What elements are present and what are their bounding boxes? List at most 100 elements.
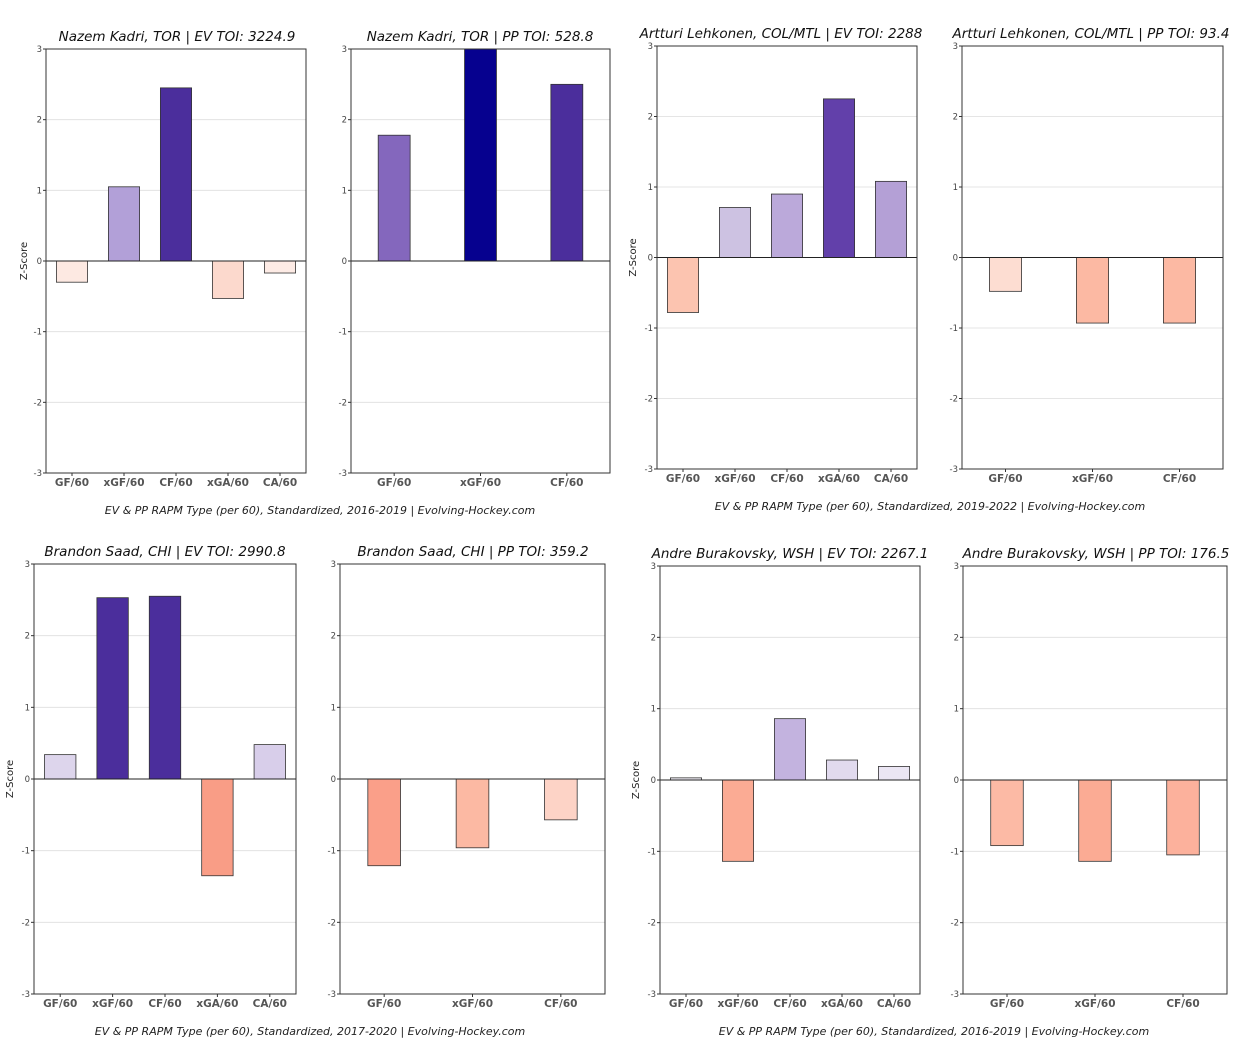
- y-tick-label: -3: [950, 465, 958, 475]
- bar: [722, 779, 755, 862]
- x-tick-label: xGA/60: [818, 473, 860, 485]
- chart-panel: 3 2 1 0 -1 -2 -3 GF/60 xGF/60 CF/60 Nazem Kadri, T…: [339, 29, 611, 489]
- y-axis-label: Z-Score: [19, 242, 30, 280]
- bar: [108, 186, 141, 262]
- y-tick-label: 0: [342, 257, 347, 267]
- x-tick-label: CF/60: [544, 998, 577, 1010]
- x-tick-label: GF/60: [666, 473, 700, 485]
- x-tick-label: GF/60: [669, 998, 703, 1010]
- chart-title: Brandon Saad, CHI | EV TOI: 2990.8: [44, 544, 285, 560]
- y-axis-label: Z-Score: [628, 238, 639, 276]
- y-tick-label: -3: [645, 465, 653, 475]
- y-tick-label: 0: [953, 254, 958, 264]
- chart-title: Nazem Kadri, TOR | EV TOI: 3224.9: [59, 29, 296, 45]
- bar: [719, 207, 752, 258]
- bar: [878, 766, 911, 781]
- y-tick-label: 3: [342, 45, 347, 55]
- bar: [455, 778, 490, 849]
- y-tick-label: -3: [339, 469, 347, 479]
- y-tick-label: 2: [954, 633, 959, 643]
- x-tick-label: CA/60: [263, 477, 297, 489]
- y-tick-label: -1: [34, 328, 42, 338]
- chart-panel: 3 2 1 0 -1 -2 -3 GF/60 xGF/60 CF/60 xGA/60 CA/60 Z-S…: [628, 26, 922, 485]
- bar: [771, 193, 804, 258]
- bar: [826, 759, 859, 781]
- chart-title: Andre Burakovsky, WSH | PP TOI: 176.5: [962, 546, 1230, 562]
- y-tick-label: -1: [645, 324, 653, 334]
- bar: [96, 597, 129, 780]
- x-tick-label: CF/60: [148, 998, 181, 1010]
- y-tick-label: 1: [37, 186, 42, 196]
- chart-title: Andre Burakovsky, WSH | EV TOI: 2267.1: [651, 546, 929, 562]
- chart-panel: 3 2 1 0 -1 -2 -3 GF/60 xGF/60 CF/60 Artturi Lehkon…: [950, 26, 1230, 485]
- x-tick-label: CF/60: [773, 998, 806, 1010]
- bar: [464, 48, 497, 262]
- bar: [1163, 257, 1196, 324]
- bar: [823, 98, 856, 258]
- y-tick-label: 2: [648, 113, 653, 123]
- y-tick-label: 1: [954, 705, 959, 715]
- y-axis-label: Z-Score: [5, 760, 16, 798]
- y-tick-label: 1: [648, 183, 653, 193]
- bar: [253, 744, 286, 780]
- y-tick-label: 2: [651, 633, 656, 643]
- y-tick-label: -2: [328, 918, 336, 928]
- y-tick-label: 3: [25, 560, 30, 570]
- chart-panel: 3 2 1 0 -1 -2 -3 GF/60 xGF/60 CF/60 xGA/60 CA/60 Z-S…: [631, 546, 928, 1010]
- bar: [990, 779, 1024, 847]
- x-tick-label: xGA/60: [821, 998, 863, 1010]
- y-tick-label: 2: [342, 116, 347, 126]
- x-tick-label: xGF/60: [460, 477, 501, 489]
- y-tick-label: -1: [22, 847, 30, 857]
- y-tick-label: 0: [37, 257, 42, 267]
- bar: [1078, 779, 1112, 862]
- chart-title: Artturi Lehkonen, COL/MTL | PP TOI: 93.4: [952, 26, 1230, 42]
- y-tick-label: -3: [648, 990, 656, 1000]
- x-tick-label: xGF/60: [1072, 473, 1113, 485]
- bar: [44, 754, 77, 780]
- y-axis-label: Z-Score: [631, 761, 642, 799]
- y-tick-label: 0: [651, 776, 656, 786]
- x-tick-label: xGF/60: [92, 998, 133, 1010]
- bar: [550, 83, 584, 262]
- y-tick-label: -1: [950, 324, 958, 334]
- x-tick-label: CF/60: [550, 477, 583, 489]
- bar: [263, 260, 296, 274]
- y-tick-label: -2: [648, 919, 656, 929]
- y-tick-label: -2: [951, 919, 959, 929]
- x-tick-label: xGF/60: [717, 998, 758, 1010]
- bar: [667, 257, 700, 313]
- y-tick-label: -1: [328, 847, 336, 857]
- x-tick-label: GF/60: [988, 473, 1022, 485]
- y-tick-label: -3: [328, 990, 336, 1000]
- x-tick-label: CA/60: [877, 998, 911, 1010]
- x-tick-label: xGA/60: [207, 477, 249, 489]
- x-tick-label: CA/60: [874, 473, 908, 485]
- bar: [875, 180, 908, 258]
- y-tick-label: -3: [34, 469, 42, 479]
- chart-captions: EV & PP RAPM Type (per 60), Standardized…: [95, 500, 1150, 1038]
- y-tick-label: 0: [331, 775, 336, 785]
- y-tick-label: -3: [951, 990, 959, 1000]
- x-tick-label: GF/60: [377, 477, 411, 489]
- y-tick-label: -2: [645, 395, 653, 405]
- bar: [1076, 257, 1109, 324]
- y-tick-label: 1: [651, 705, 656, 715]
- y-tick-label: 3: [651, 562, 656, 572]
- x-tick-label: CF/60: [770, 473, 803, 485]
- bar: [774, 718, 807, 781]
- y-tick-label: -1: [951, 847, 959, 857]
- y-tick-label: 1: [25, 703, 30, 713]
- footer-caption: EV & PP RAPM Type (per 60), Standardized…: [715, 500, 1146, 513]
- bar: [159, 87, 192, 262]
- x-tick-label: CA/60: [253, 998, 287, 1010]
- y-tick-label: -2: [22, 918, 30, 928]
- chart-panel: 3 2 1 0 -1 -2 -3 GF/60 xGF/60 CF/60 Brandon Saad, …: [328, 544, 606, 1010]
- x-tick-label: GF/60: [55, 477, 89, 489]
- y-tick-label: -2: [950, 395, 958, 405]
- bar: [148, 595, 182, 780]
- bar: [201, 778, 234, 877]
- y-tick-label: 0: [25, 775, 30, 785]
- chart-panel: 3 2 1 0 -1 -2 -3 GF/60 xGF/60 CF/60 xGA/60 CA/60 Z-S…: [5, 544, 297, 1010]
